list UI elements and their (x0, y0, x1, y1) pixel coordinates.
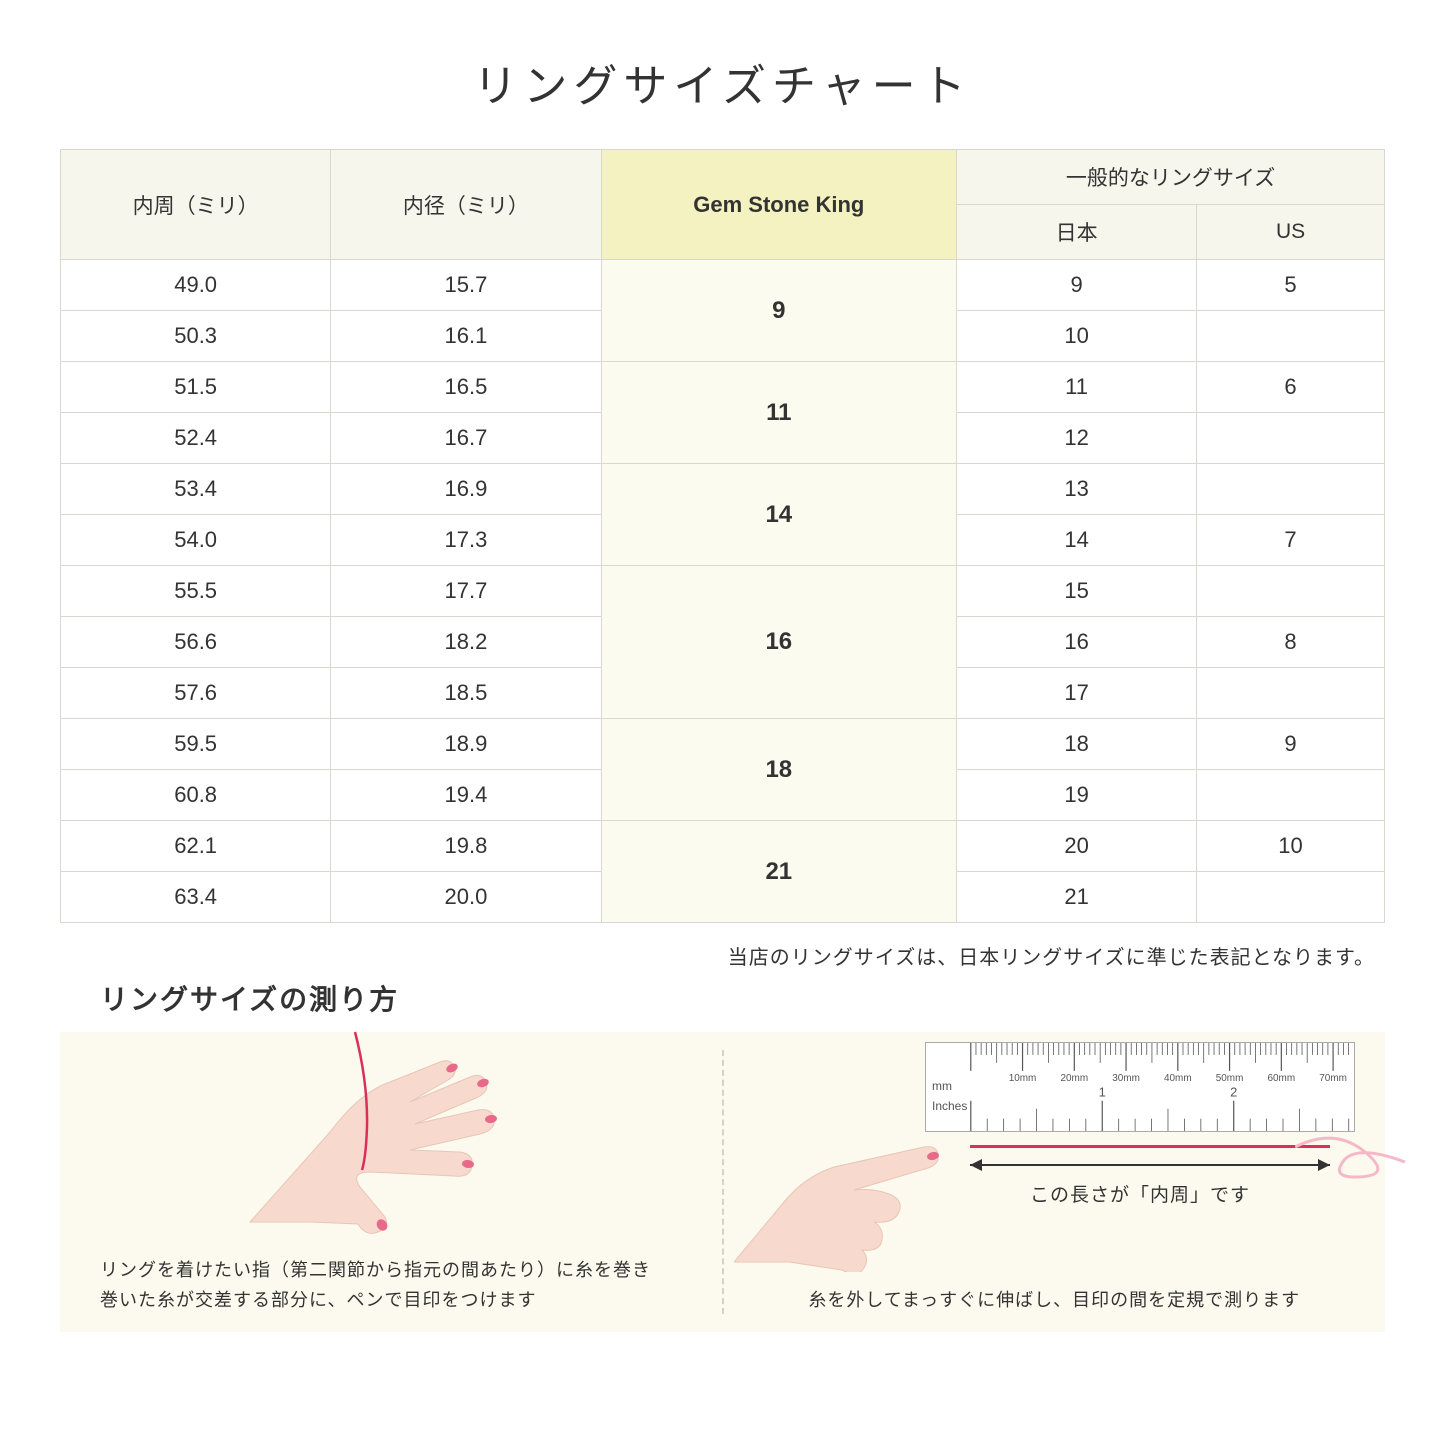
svg-text:50mm: 50mm (1216, 1073, 1244, 1084)
th-diameter: 内径（ミリ） (331, 150, 601, 260)
table-row: 51.516.511116 (61, 362, 1385, 413)
howto-left: リングを着けたい指（第二関節から指元の間あたり）に糸を巻き 巻いた糸が交差する部… (60, 1032, 722, 1332)
howto-right-caption: 糸を外してまっすぐに伸ばし、目印の間を定規で測ります (724, 1285, 1386, 1316)
svg-text:70mm: 70mm (1319, 1073, 1347, 1084)
gsk-size-cell: 18 (601, 719, 957, 821)
th-common-group: 一般的なリングサイズ (957, 150, 1385, 205)
howto-left-caption: リングを着けたい指（第二関節から指元の間あたり）に糸を巻き 巻いた糸が交差する部… (100, 1255, 682, 1316)
howto-panel: リングを着けたい指（第二関節から指元の間あたり）に糸を巻き 巻いた糸が交差する部… (60, 1032, 1385, 1332)
arrow-label: この長さが「内周」です (925, 1180, 1355, 1207)
table-row: 59.518.918189 (61, 719, 1385, 770)
ruler-inches-label: Inches (932, 1099, 967, 1113)
svg-text:1: 1 (1099, 1085, 1106, 1100)
ring-size-table: 内周（ミリ） 内径（ミリ） Gem Stone King 一般的なリングサイズ … (60, 149, 1385, 923)
table-row: 49.015.7995 (61, 260, 1385, 311)
gsk-size-cell: 14 (601, 464, 957, 566)
measurement-arrow (970, 1164, 1330, 1166)
table-row: 53.416.91413 (61, 464, 1385, 515)
svg-text:60mm: 60mm (1268, 1073, 1296, 1084)
th-us: US (1197, 205, 1385, 260)
svg-text:40mm: 40mm (1164, 1073, 1192, 1084)
svg-text:10mm: 10mm (1009, 1073, 1037, 1084)
thread-line (970, 1145, 1330, 1148)
howto-right: 10mm 20mm 30mm 40mm 50mm 60mm 70mm 1 2 mm Inches… (724, 1032, 1386, 1332)
gsk-size-cell: 9 (601, 260, 957, 362)
hand-wrap-illustration (210, 1022, 570, 1242)
svg-text:20mm: 20mm (1060, 1073, 1088, 1084)
ruler-mm-label: mm (932, 1079, 952, 1093)
svg-text:2: 2 (1230, 1085, 1237, 1100)
gsk-size-cell: 16 (601, 566, 957, 719)
table-row: 55.517.71615 (61, 566, 1385, 617)
th-japan: 日本 (957, 205, 1197, 260)
th-gsk: Gem Stone King (601, 150, 957, 260)
thread-tail (1295, 1127, 1415, 1187)
table-row: 62.119.8212010 (61, 821, 1385, 872)
page-title: リングサイズチャート (60, 50, 1385, 114)
svg-text:30mm: 30mm (1112, 1073, 1140, 1084)
hand-point-illustration (734, 1112, 944, 1272)
gsk-size-cell: 21 (601, 821, 957, 923)
gsk-size-cell: 11 (601, 362, 957, 464)
table-footnote: 当店のリングサイズは、日本リングサイズに準じた表記となります。 (60, 941, 1375, 970)
ruler-illustration: 10mm 20mm 30mm 40mm 50mm 60mm 70mm 1 2 mm Inches… (925, 1042, 1355, 1132)
howto-title: リングサイズの測り方 (100, 978, 1385, 1018)
th-circumference: 内周（ミリ） (61, 150, 331, 260)
